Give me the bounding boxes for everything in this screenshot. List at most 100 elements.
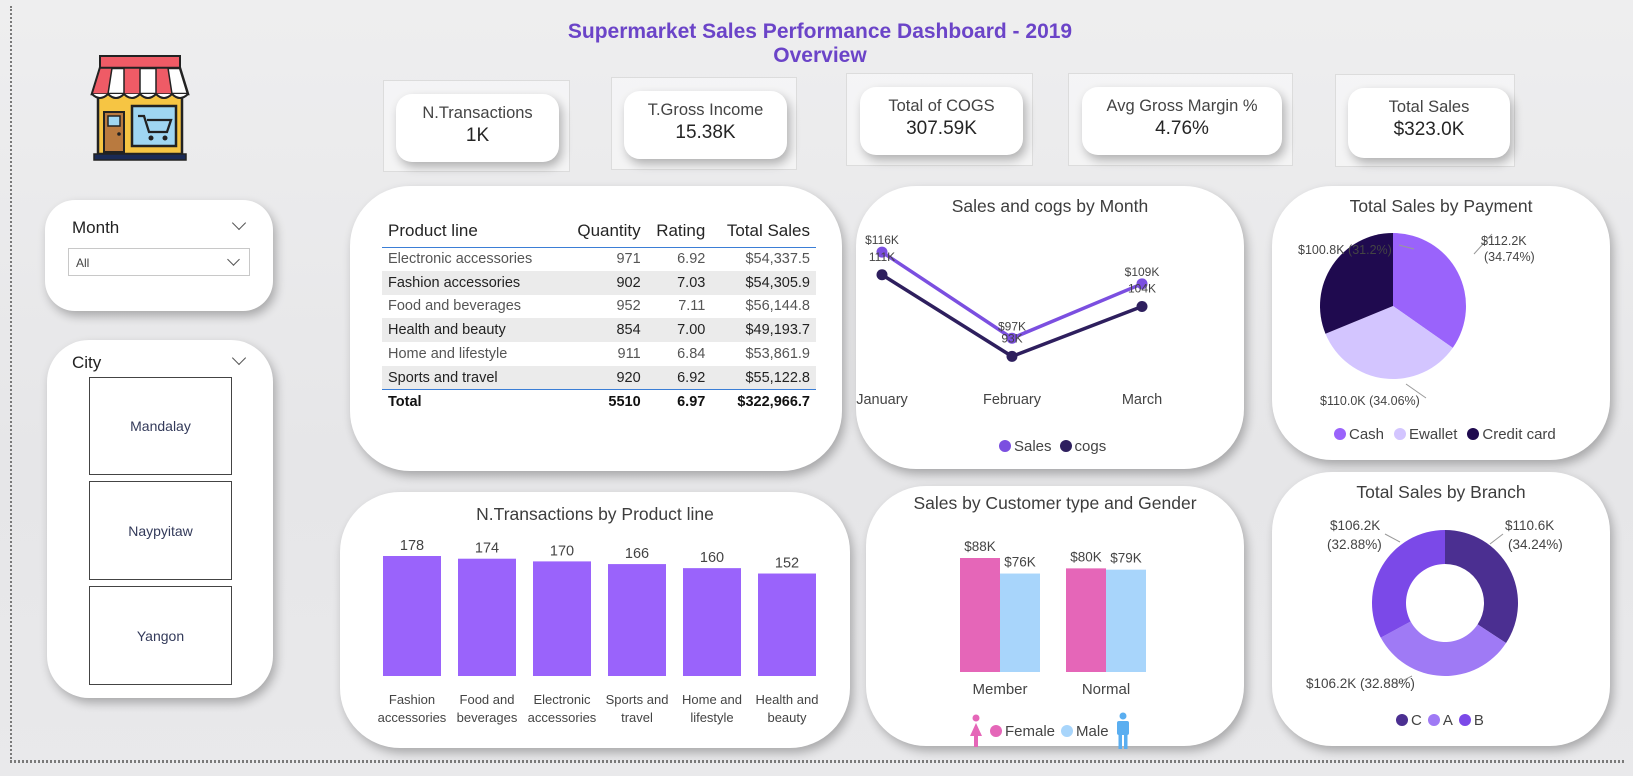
data-label-line: $112.2K xyxy=(1481,234,1527,248)
chevron-down-icon xyxy=(227,253,240,266)
leader-line xyxy=(1489,533,1504,545)
table-row[interactable]: Health and beauty 854 7.00 $49,193.7 xyxy=(382,318,816,343)
canvas-border-bottom xyxy=(10,761,1624,763)
sales-cogs-line-chart: $116K $97K $109K 111K 93K 104K January February… xyxy=(856,233,1162,408)
legend-item-ewallet[interactable]: Ewallet xyxy=(1394,426,1457,443)
data-label: 104K xyxy=(1128,282,1156,296)
chart-title: Sales and cogs by Month xyxy=(951,196,1149,216)
table-cell: 5510 xyxy=(565,389,647,414)
data-point xyxy=(876,269,888,281)
table-cell: Fashion accessories xyxy=(382,270,566,295)
city-option-mandalay[interactable]: Mandalay xyxy=(89,377,232,475)
pie-slice-ewallet xyxy=(1325,306,1453,379)
bar-male xyxy=(1106,569,1146,672)
table-row[interactable]: Electronic accessories 971 6.92 $54,337.… xyxy=(382,247,816,271)
legend-label: Female xyxy=(1005,722,1056,740)
table-cell: Sports and travel xyxy=(382,365,566,390)
legend-item-female[interactable]: Female xyxy=(990,723,1055,740)
customer-gender-card: Sales by Customer type and Gender $88K $7… xyxy=(866,486,1244,749)
sales-cogs-card: Sales and cogs by Month $116K $97K $109K 11… xyxy=(856,186,1244,469)
data-label: $106.2K (32.88%) xyxy=(1327,518,1382,552)
column-header[interactable]: Product line xyxy=(382,215,566,248)
city-option-naypyitaw[interactable]: Naypyitaw xyxy=(89,481,232,580)
x-tick-label: accessories xyxy=(528,710,597,725)
data-label: $110.6K (34.24%) xyxy=(1505,518,1563,552)
column-header[interactable]: Rating xyxy=(646,215,712,248)
table-cell: Electronic accessories xyxy=(388,251,533,268)
city-option-yangon[interactable]: Yangon xyxy=(89,586,232,685)
bar-male xyxy=(1000,573,1040,672)
table-row[interactable]: Home and lifestyle 911 6.84 $53,861.9 xyxy=(382,342,816,366)
legend-item-branch-b[interactable]: B xyxy=(1458,712,1484,729)
kpi-value: 307.59K xyxy=(906,118,977,139)
table-row[interactable]: Fashion accessories 902 7.03 $54,305.9 xyxy=(382,270,816,295)
table-row[interactable]: Sports and travel 920 6.92 $55,122.8 xyxy=(382,365,816,390)
x-tick-label: beverages xyxy=(457,710,518,725)
kpi-label: Total of COGS xyxy=(888,97,995,115)
branch-legend: C A B xyxy=(1396,712,1484,729)
x-tick-label: Fashion xyxy=(389,692,435,707)
legend-item-cash[interactable]: Cash xyxy=(1334,426,1384,443)
leader-line xyxy=(1384,533,1401,543)
chart-title: Total Sales by Payment xyxy=(1349,196,1533,216)
table-cell: 920 xyxy=(565,365,647,390)
data-label: $116K xyxy=(865,233,899,247)
customer-gender-bar-chart: $88K $76K Member $80K $79K Normal xyxy=(960,539,1146,698)
bar xyxy=(383,556,441,676)
table-cell: 6.92 xyxy=(646,365,712,390)
data-point xyxy=(1136,301,1148,312)
legend-label: Sales xyxy=(1014,438,1052,455)
data-point xyxy=(876,246,888,258)
bar-female xyxy=(960,558,1000,672)
pie-slice-cash xyxy=(1393,233,1466,348)
payment-legend: Cash Ewallet Credit card xyxy=(1334,426,1556,443)
chart-title: Sales by Customer type and Gender xyxy=(913,493,1197,513)
payment-pie-chart: $112.2K (34.74%) $110.0K (34.06%) $100.8K (… xyxy=(1298,233,1535,408)
data-label: 152 xyxy=(775,556,799,572)
data-label: $106.2K (32.88%) xyxy=(1306,676,1415,691)
store-cart-icon xyxy=(90,55,190,161)
data-label-line: (32.88%) xyxy=(1327,537,1382,552)
leader-line xyxy=(1398,244,1415,250)
data-label: $100.8K (31.2%) xyxy=(1298,243,1392,257)
data-label: 166 xyxy=(625,546,649,562)
x-tick-label: accessories xyxy=(378,710,447,725)
data-label: $88K xyxy=(964,539,996,554)
column-header[interactable]: Quantity xyxy=(565,215,647,248)
month-dropdown[interactable]: All xyxy=(68,248,250,276)
table-cell: 7.03 xyxy=(646,270,712,295)
x-tick-label: March xyxy=(1122,392,1162,408)
data-label-line: (34.24%) xyxy=(1508,537,1563,552)
legend-label: A xyxy=(1442,712,1453,729)
x-tick-label: travel xyxy=(621,710,653,725)
legend-item-credit-card[interactable]: Credit card xyxy=(1467,426,1556,443)
column-header[interactable]: Total Sales xyxy=(711,215,816,248)
product-line-table: Product line Quantity Rating Total Sales… xyxy=(382,215,816,414)
table-row[interactable]: Food and beverages 952 7.11 $56,144.8 xyxy=(382,295,816,319)
data-label: 160 xyxy=(700,550,724,566)
legend-item-branch-c[interactable]: C xyxy=(1396,712,1422,729)
legend-item-branch-a[interactable]: A xyxy=(1427,712,1453,729)
legend-item-sales[interactable]: Sales xyxy=(999,438,1052,455)
legend-item-male[interactable]: Male xyxy=(1061,723,1109,740)
donut-slice-b xyxy=(1372,530,1445,638)
transactions-bar-chart: 178 Fashion accessories 174 Food and beverage… xyxy=(378,538,819,725)
table-cell: 7.00 xyxy=(646,318,712,343)
chart-title: Total Sales by Branch xyxy=(1356,482,1526,502)
data-label: $109K xyxy=(1125,265,1160,279)
legend-item-cogs[interactable]: cogs xyxy=(1059,438,1106,455)
kpi-label: Avg Gross Margin % xyxy=(1106,97,1258,115)
kpi-value: 15.38K xyxy=(675,122,736,143)
x-tick-label: Health and xyxy=(756,692,819,707)
table-cell: $54,305.9 xyxy=(711,270,816,295)
bar xyxy=(533,561,591,676)
table-cell: Food and beverages xyxy=(388,298,522,315)
data-label: $110.0K (34.06%) xyxy=(1320,394,1420,408)
legend-label: Credit card xyxy=(1482,426,1556,443)
male-icon xyxy=(1116,712,1129,749)
table-header-row: Product line Quantity Rating Total Sales xyxy=(382,215,816,248)
leader-line xyxy=(1395,675,1413,685)
kpi-total-sales: Total Sales $323.0K xyxy=(1348,88,1510,158)
dashboard-title: Supermarket Sales Performance Dashboard … xyxy=(567,20,1073,67)
